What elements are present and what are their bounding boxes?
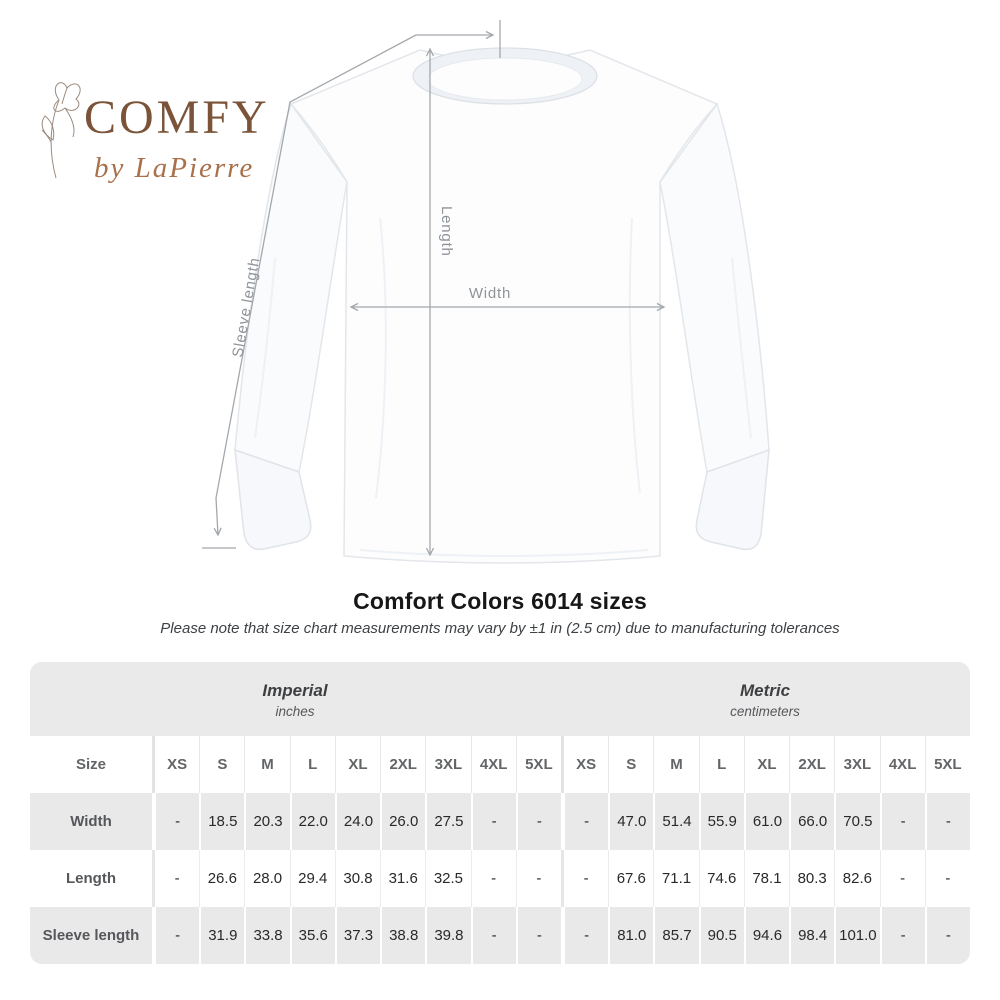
col-header-metric-5xl: 5XL bbox=[924, 736, 970, 793]
value-cell: - bbox=[924, 907, 970, 964]
value-cell: 32.5 bbox=[425, 850, 470, 907]
value-cell: - bbox=[152, 907, 199, 964]
size-table: Imperial inches Metric centimeters Size … bbox=[30, 662, 970, 964]
value-cell: 82.6 bbox=[834, 850, 879, 907]
value-cell: 24.0 bbox=[334, 793, 380, 850]
value-cell: 94.6 bbox=[743, 907, 789, 964]
col-header-metric-2xl: 2XL bbox=[789, 736, 834, 793]
size-column-header: Size bbox=[75, 756, 106, 773]
col-header-imperial-5xl: 5XL bbox=[515, 736, 561, 793]
value-cell: 90.5 bbox=[698, 907, 744, 964]
value-cell: - bbox=[560, 850, 608, 907]
size-header-row: Size XS S M L XL 2XL 3XL 4XL 5XL XS S M … bbox=[30, 736, 970, 793]
row-label-width: Width bbox=[70, 813, 112, 830]
value-cell: 81.0 bbox=[608, 907, 653, 964]
value-cell: - bbox=[152, 793, 199, 850]
value-cell: 67.6 bbox=[608, 850, 653, 907]
page-title: Comfort Colors 6014 sizes bbox=[353, 588, 647, 614]
metric-unit-label: centimeters bbox=[730, 704, 800, 719]
value-cell: 22.0 bbox=[289, 793, 335, 850]
shirt-diagram: Width Length Sleeve length bbox=[180, 8, 820, 578]
brand-name: COMFY bbox=[84, 91, 270, 144]
value-cell: 26.0 bbox=[380, 793, 425, 850]
value-cell: - bbox=[515, 850, 561, 907]
value-cell: 98.4 bbox=[789, 907, 834, 964]
row-label-length: Length bbox=[66, 870, 116, 887]
col-header-imperial-4xl: 4XL bbox=[470, 736, 516, 793]
value-cell: - bbox=[515, 793, 561, 850]
value-cell: 66.0 bbox=[789, 793, 834, 850]
width-measure-label: Width bbox=[469, 285, 511, 302]
value-cell: 47.0 bbox=[608, 793, 653, 850]
col-header-imperial-2xl: 2XL bbox=[380, 736, 425, 793]
col-header-metric-4xl: 4XL bbox=[879, 736, 925, 793]
value-cell: 31.9 bbox=[199, 907, 244, 964]
value-cell: 101.0 bbox=[834, 907, 879, 964]
value-cell: 39.8 bbox=[425, 907, 470, 964]
col-header-imperial-s: S bbox=[199, 736, 244, 793]
value-cell: 55.9 bbox=[698, 793, 744, 850]
value-cell: 35.6 bbox=[289, 907, 335, 964]
value-cell: 18.5 bbox=[199, 793, 244, 850]
value-cell: 33.8 bbox=[244, 907, 289, 964]
value-cell: - bbox=[470, 850, 516, 907]
value-cell: 29.4 bbox=[289, 850, 335, 907]
value-cell: 51.4 bbox=[653, 793, 698, 850]
value-cell: 38.8 bbox=[380, 907, 425, 964]
sleeve-measure-line bbox=[213, 34, 417, 537]
metric-group-header: Metric centimeters bbox=[560, 662, 970, 736]
unit-group-row: Imperial inches Metric centimeters bbox=[30, 662, 970, 736]
value-cell: 71.1 bbox=[653, 850, 698, 907]
table-row-length: Length - 26.6 28.0 29.4 30.8 31.6 32.5 -… bbox=[30, 850, 970, 907]
tolerance-note: Please note that size chart measurements… bbox=[160, 620, 840, 637]
col-header-imperial-xl: XL bbox=[334, 736, 380, 793]
metric-label: Metric bbox=[739, 681, 791, 700]
value-cell: 30.8 bbox=[334, 850, 380, 907]
table-row-width: Width - 18.5 20.3 22.0 24.0 26.0 27.5 - … bbox=[30, 793, 970, 850]
value-cell: - bbox=[470, 793, 516, 850]
value-cell: - bbox=[879, 850, 925, 907]
brand-tagline: by LaPierre bbox=[94, 152, 255, 184]
row-label-sleeve-length: Sleeve length bbox=[42, 927, 140, 944]
value-cell: - bbox=[924, 850, 970, 907]
imperial-group-header: Imperial inches bbox=[30, 662, 560, 736]
col-header-metric-m: M bbox=[653, 736, 698, 793]
col-header-metric-s: S bbox=[608, 736, 653, 793]
col-header-imperial-xs: XS bbox=[152, 736, 199, 793]
shirt-illustration: Width Length Sleeve length bbox=[202, 20, 770, 564]
col-header-metric-xs: XS bbox=[560, 736, 608, 793]
value-cell: 80.3 bbox=[789, 850, 834, 907]
value-cell: 85.7 bbox=[653, 907, 698, 964]
value-cell: - bbox=[924, 793, 970, 850]
value-cell: 27.5 bbox=[425, 793, 470, 850]
value-cell: 20.3 bbox=[244, 793, 289, 850]
value-cell: 78.1 bbox=[743, 850, 789, 907]
col-header-imperial-3xl: 3XL bbox=[425, 736, 470, 793]
value-cell: 37.3 bbox=[334, 907, 380, 964]
value-cell: 70.5 bbox=[834, 793, 879, 850]
value-cell: - bbox=[879, 907, 925, 964]
col-header-metric-3xl: 3XL bbox=[834, 736, 879, 793]
imperial-label: Imperial bbox=[262, 681, 328, 700]
value-cell: 26.6 bbox=[199, 850, 244, 907]
table-row-sleeve-length: Sleeve length - 31.9 33.8 35.6 37.3 38.8… bbox=[30, 907, 970, 964]
value-cell: 74.6 bbox=[698, 850, 744, 907]
imperial-unit-label: inches bbox=[275, 704, 315, 719]
col-header-imperial-l: L bbox=[289, 736, 335, 793]
value-cell: 28.0 bbox=[244, 850, 289, 907]
value-cell: 61.0 bbox=[743, 793, 789, 850]
col-header-metric-xl: XL bbox=[743, 736, 789, 793]
value-cell: - bbox=[515, 907, 561, 964]
flower-logo-icon bbox=[41, 82, 81, 179]
value-cell: - bbox=[470, 907, 516, 964]
col-header-metric-l: L bbox=[698, 736, 744, 793]
length-measure-label: Length bbox=[438, 206, 455, 257]
value-cell: - bbox=[879, 793, 925, 850]
value-cell: - bbox=[560, 793, 608, 850]
value-cell: - bbox=[560, 907, 608, 964]
value-cell: 31.6 bbox=[380, 850, 425, 907]
col-header-imperial-m: M bbox=[244, 736, 289, 793]
value-cell: - bbox=[152, 850, 199, 907]
